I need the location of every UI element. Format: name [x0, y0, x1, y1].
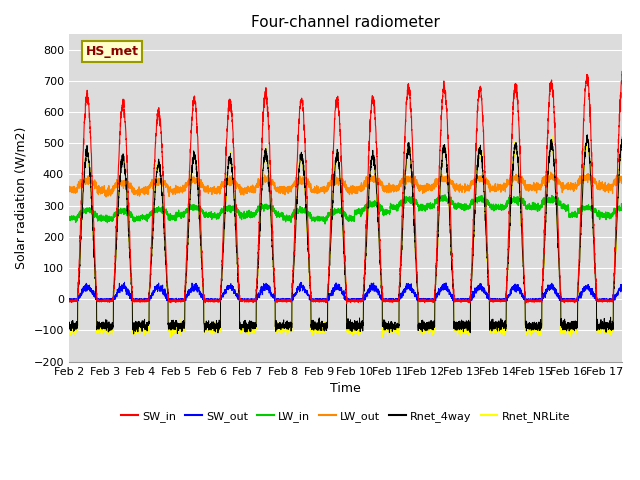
- SW_in: [554, 226, 562, 231]
- Rnet_4way: [376, 254, 384, 260]
- Line: LW_in: LW_in: [69, 194, 640, 224]
- LW_in: [445, 192, 452, 197]
- Rnet_NRLite: [620, 130, 627, 135]
- Text: HS_met: HS_met: [86, 45, 138, 58]
- SW_out: [554, 292, 562, 298]
- Rnet_NRLite: [511, 138, 519, 144]
- Rnet_4way: [540, 269, 547, 275]
- LW_out: [102, 194, 110, 200]
- LW_in: [406, 197, 414, 203]
- Rnet_4way: [130, 331, 138, 337]
- LW_in: [511, 196, 519, 202]
- LW_out: [184, 180, 191, 186]
- X-axis label: Time: Time: [330, 382, 361, 395]
- Rnet_4way: [406, 157, 414, 163]
- LW_out: [376, 182, 384, 188]
- SW_in: [376, 238, 383, 244]
- SW_in: [65, 298, 73, 303]
- LW_in: [540, 202, 547, 207]
- SW_out: [376, 295, 384, 301]
- Y-axis label: Solar radiation (W/m2): Solar radiation (W/m2): [15, 127, 28, 269]
- Rnet_NRLite: [406, 155, 414, 161]
- Title: Four-channel radiometer: Four-channel radiometer: [252, 15, 440, 30]
- Legend: SW_in, SW_out, LW_in, LW_out, Rnet_4way, Rnet_NRLite: SW_in, SW_out, LW_in, LW_out, Rnet_4way,…: [116, 407, 575, 426]
- LW_in: [376, 202, 384, 207]
- LW_in: [65, 217, 73, 223]
- Rnet_NRLite: [554, 246, 562, 252]
- Line: SW_out: SW_out: [69, 280, 640, 301]
- Line: Rnet_NRLite: Rnet_NRLite: [69, 132, 640, 337]
- Rnet_4way: [65, 322, 73, 327]
- Rnet_4way: [184, 249, 191, 254]
- SW_out: [540, 295, 547, 301]
- SW_out: [65, 297, 73, 302]
- Rnet_NRLite: [376, 251, 383, 256]
- Line: SW_in: SW_in: [69, 71, 640, 304]
- LW_out: [540, 180, 547, 186]
- SW_in: [522, 301, 529, 307]
- Rnet_NRLite: [184, 248, 191, 253]
- SW_in: [184, 235, 191, 240]
- LW_in: [636, 213, 640, 219]
- SW_out: [406, 285, 414, 290]
- Rnet_NRLite: [636, 325, 640, 331]
- LW_out: [547, 169, 554, 175]
- LW_in: [554, 197, 562, 203]
- Line: Rnet_4way: Rnet_4way: [69, 134, 640, 334]
- LW_out: [406, 177, 414, 182]
- SW_out: [74, 298, 81, 304]
- Rnet_4way: [620, 131, 627, 137]
- Rnet_NRLite: [540, 264, 547, 270]
- LW_out: [511, 173, 519, 179]
- Rnet_NRLite: [379, 335, 387, 340]
- SW_in: [618, 68, 626, 74]
- LW_out: [65, 186, 73, 192]
- SW_out: [184, 293, 191, 299]
- SW_out: [511, 284, 519, 290]
- LW_in: [184, 209, 191, 215]
- LW_in: [321, 221, 329, 227]
- Rnet_4way: [636, 322, 640, 328]
- SW_in: [540, 257, 547, 263]
- SW_out: [636, 296, 640, 302]
- SW_in: [406, 107, 414, 112]
- Rnet_4way: [511, 143, 519, 148]
- LW_out: [636, 185, 640, 191]
- Rnet_NRLite: [65, 328, 73, 334]
- Rnet_4way: [554, 243, 562, 249]
- LW_out: [554, 177, 562, 183]
- SW_in: [636, 299, 640, 305]
- SW_out: [619, 277, 627, 283]
- SW_in: [511, 86, 519, 92]
- Line: LW_out: LW_out: [69, 172, 640, 197]
